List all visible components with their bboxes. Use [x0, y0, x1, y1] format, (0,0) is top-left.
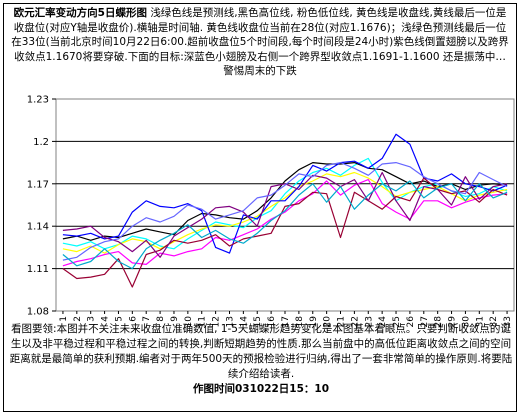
y-tick-label: 1.08 — [27, 307, 49, 318]
x-tick-label: 23 — [364, 316, 374, 327]
series-line-9 — [62, 180, 508, 270]
x-tick-label: 5 — [114, 316, 124, 322]
reading-guide-text: 看图要领:本图并不关注未来收盘位准确数值, 1-5天蝴蝶形趋势变化是本图基本着眼… — [9, 323, 513, 380]
y-tick-label: 1.17 — [27, 179, 49, 190]
x-tick-label: 27 — [420, 316, 430, 327]
x-tick-label: 21 — [337, 316, 347, 327]
series-line-6 — [62, 177, 508, 288]
x-tick-label: 25 — [392, 316, 402, 327]
x-tick-label: 22 — [350, 316, 360, 327]
x-tick-label: 30 — [461, 316, 471, 328]
plot-area — [55, 98, 515, 312]
chart-description: 浅绿色线是预测线,黑色高位线, 粉色低位线, 黄色线是收盘线,黄线最后一位是收盘… — [11, 7, 509, 78]
x-tick-label: 17 — [281, 316, 291, 327]
x-tick-label: 33 — [503, 316, 513, 327]
x-tick-label: 1 — [59, 316, 69, 322]
series-line-8 — [62, 162, 508, 261]
chart-title: 欧元汇率变动方向5日蝶形图 — [13, 7, 147, 19]
y-tick-label: 1.23 — [27, 95, 49, 106]
plot-time: 作图时间031022日15：10 — [192, 383, 330, 395]
x-tick-label: 11 — [198, 316, 208, 327]
x-tick-label: 14 — [239, 316, 249, 328]
x-tick-label: 20 — [323, 316, 333, 328]
x-tick-label: 12 — [212, 316, 222, 327]
series-line-2 — [62, 162, 508, 241]
chart-header: 欧元汇率变动方向5日蝶形图 浅绿色线是预测线,黑色高位线, 粉色低位线, 黄色线… — [10, 6, 510, 79]
y-tick-label: 1.2 — [33, 137, 49, 148]
x-tick-label: 2 — [73, 316, 83, 322]
x-tick-label: 13 — [225, 316, 235, 327]
chart-frame: 欧元汇率变动方向5日蝶形图 浅绿色线是预测线,黑色高位线, 粉色低位线, 黄色线… — [3, 3, 517, 412]
y-tick-label: 1.11 — [27, 264, 49, 275]
x-tick-label: 19 — [309, 316, 319, 328]
x-tick-label: 32 — [489, 316, 499, 327]
x-tick-label: 8 — [156, 316, 166, 322]
x-tick-label: 26 — [406, 316, 416, 328]
x-tick-label: 9 — [170, 316, 180, 322]
series-line-3 — [62, 179, 508, 267]
y-tick-label: 1.14 — [27, 222, 49, 233]
x-tick-label: 15 — [253, 316, 263, 327]
x-tick-label: 18 — [295, 316, 305, 328]
chart-footer: 看图要领:本图并不关注未来收盘位准确数值, 1-5天蝴蝶形趋势变化是本图基本着眼… — [8, 322, 514, 397]
x-tick-label: 28 — [434, 316, 444, 328]
x-tick-label: 3 — [87, 316, 97, 322]
series-line-7 — [62, 171, 508, 258]
x-tick-label: 7 — [142, 316, 152, 322]
line-chart: 1.081.111.141.171.21.23 1 2 3 4 5 6 7 8 9 10 11 12 1… — [27, 95, 515, 328]
x-tick-label: 10 — [184, 316, 194, 328]
x-tick-label: 4 — [101, 316, 111, 322]
x-tick-label: 29 — [448, 316, 458, 328]
series-line-4 — [62, 171, 508, 254]
series-line-5 — [62, 133, 508, 254]
x-tick-label: 24 — [378, 316, 388, 328]
x-tick-label: 6 — [128, 316, 138, 322]
x-tick-label: 31 — [475, 316, 485, 327]
x-tick-label: 16 — [267, 316, 277, 328]
